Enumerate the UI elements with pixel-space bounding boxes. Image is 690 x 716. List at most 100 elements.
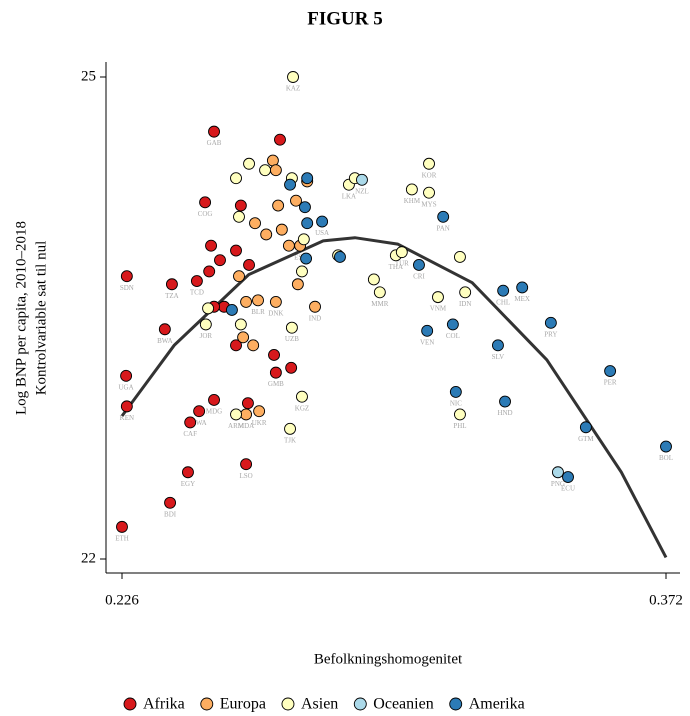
point	[249, 217, 261, 230]
point-label: NIC	[450, 400, 462, 408]
point	[297, 233, 310, 246]
point	[285, 361, 298, 374]
point-label: PER	[604, 379, 617, 387]
point-label: BWA	[157, 337, 173, 345]
point	[253, 405, 266, 418]
point	[272, 199, 285, 212]
point-label: GTM	[578, 435, 594, 443]
point-label: BOL	[659, 454, 673, 462]
point	[497, 284, 510, 297]
point	[269, 164, 282, 177]
point-label: LKA	[342, 192, 356, 200]
point-label: UZB	[285, 335, 299, 343]
point	[446, 318, 459, 331]
point	[492, 339, 504, 352]
legend-label: Afrika	[143, 696, 185, 713]
legend-marker	[123, 697, 137, 711]
point	[243, 259, 256, 271]
point	[660, 440, 672, 453]
point	[230, 172, 242, 185]
point-label: CAF	[183, 430, 197, 438]
point	[367, 273, 380, 286]
legend-marker	[200, 697, 214, 711]
point	[240, 458, 253, 471]
point	[290, 194, 302, 207]
point-label: ARM	[228, 422, 245, 430]
legend-marker	[281, 697, 295, 711]
point	[284, 422, 296, 435]
point	[274, 133, 286, 146]
point	[449, 385, 462, 398]
point	[284, 178, 296, 191]
point-label: KHM	[404, 197, 421, 205]
point-label: BLR	[251, 308, 265, 316]
legend-label: Europa	[220, 696, 266, 713]
point	[275, 223, 288, 236]
point-label: USA	[315, 229, 329, 237]
point	[544, 316, 557, 329]
point	[423, 186, 435, 199]
legend-marker	[449, 697, 463, 711]
point	[237, 331, 250, 344]
point	[285, 321, 298, 334]
point-label: PNG	[551, 480, 565, 488]
point-label: HND	[497, 409, 512, 417]
y-tick-label: 25	[81, 68, 96, 84]
point	[240, 408, 253, 421]
point	[164, 496, 177, 509]
point	[334, 250, 346, 263]
point	[182, 466, 194, 479]
point	[243, 157, 256, 170]
point	[259, 164, 272, 177]
point	[282, 239, 295, 252]
point	[260, 228, 273, 241]
y-axis-label: Log BNP per capita, 2010–2018	[13, 221, 29, 415]
point-label: TUR	[395, 260, 409, 268]
legend-label: Amerika	[469, 696, 525, 713]
point	[240, 295, 253, 308]
point-label: NZL	[355, 187, 369, 195]
point-label: ESP	[294, 253, 306, 261]
point-label: SLV	[492, 353, 505, 361]
point	[214, 254, 226, 267]
point	[296, 265, 308, 278]
point-label: GAB	[207, 139, 222, 147]
point-label: MDA	[238, 422, 254, 430]
point	[413, 259, 425, 271]
point	[562, 471, 574, 484]
chart-title: FIGUR 5	[307, 8, 382, 29]
point-label: COL	[446, 332, 460, 340]
point-label: MYS	[421, 200, 436, 208]
point	[120, 369, 133, 382]
point-label: COG	[198, 210, 213, 218]
point	[499, 395, 511, 408]
point	[454, 250, 466, 263]
point	[208, 393, 220, 406]
point	[208, 125, 220, 138]
point	[120, 400, 133, 413]
point	[116, 520, 128, 533]
point-label: UGA	[119, 383, 134, 391]
point-label: IND	[309, 314, 321, 322]
point	[579, 421, 592, 434]
point-label: GMB	[268, 380, 284, 388]
point	[202, 302, 215, 315]
point	[203, 265, 216, 278]
point	[241, 397, 254, 410]
point	[234, 199, 247, 212]
point-label: LSO	[239, 472, 252, 480]
point-label: PAN	[436, 224, 449, 232]
point-label: MMR	[371, 300, 388, 308]
point	[230, 339, 242, 352]
point	[199, 196, 212, 209]
point	[252, 294, 264, 307]
legend-marker	[353, 697, 367, 711]
y-tick-label: 22	[81, 550, 96, 566]
point-label: CHL	[496, 298, 510, 306]
point-label: VNM	[430, 305, 447, 313]
point	[437, 210, 450, 223]
x-tick-label: 0.372	[649, 592, 683, 608]
point-label: VEN	[420, 338, 434, 346]
